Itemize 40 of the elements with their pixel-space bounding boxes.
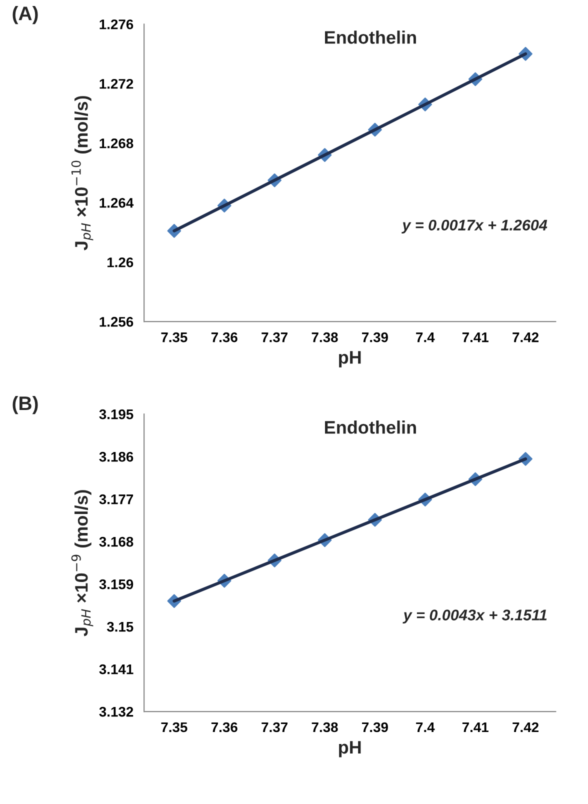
x-tick-label: 7.36	[211, 722, 238, 732]
y-tick-label: 1.256	[100, 316, 134, 327]
x-tick-label: 7.41	[462, 332, 488, 342]
x-axis-title: pH	[339, 351, 361, 368]
y-tick-label: 3.186	[99, 452, 134, 462]
y-tick-label: 3.177	[99, 494, 134, 504]
x-tick-label: 7.39	[362, 332, 388, 342]
y-tick-label: 1.26	[107, 257, 134, 268]
x-tick-label: 7.37	[262, 722, 288, 732]
y-tick-label: 1.276	[100, 19, 134, 30]
y-tick-label: 3.141	[99, 664, 134, 674]
x-tick-label: 7.41	[462, 722, 488, 732]
y-tick-label: 1.264	[100, 198, 134, 208]
chart-title: (A)	[12, 6, 38, 24]
x-tick-label: 7.35	[161, 722, 188, 732]
y-tick-label: 3.159	[99, 579, 134, 590]
annotation: Endothelin	[325, 420, 416, 434]
y-axis-title: J$_{pH}$ ×10$^{−10}$ (mol/s)	[71, 96, 94, 250]
chart-title: (B)	[12, 396, 38, 414]
x-tick-label: 7.37	[262, 332, 288, 342]
y-tick-label: 3.15	[106, 622, 134, 632]
y-tick-label: 3.195	[99, 409, 134, 420]
y-tick-label: 3.168	[99, 536, 134, 547]
y-tick-label: 3.132	[99, 706, 134, 717]
x-tick-label: 7.36	[211, 332, 238, 342]
x-tick-label: 7.38	[312, 332, 338, 342]
annotation: Endothelin	[325, 30, 416, 44]
x-tick-label: 7.4	[416, 332, 435, 342]
x-axis-title: pH	[339, 741, 361, 758]
y-axis-title: J$_{pH}$ ×10$^{−9}$ (mol/s)	[71, 490, 94, 636]
x-tick-label: 7.42	[512, 332, 539, 342]
x-tick-label: 7.38	[312, 722, 338, 732]
x-tick-label: 7.42	[512, 722, 539, 732]
x-tick-label: 7.39	[362, 722, 388, 732]
y-tick-label: 1.272	[100, 78, 134, 89]
annotation: y = 0.0043x + 3.1511	[402, 610, 547, 624]
x-tick-label: 7.35	[161, 332, 188, 342]
annotation: y = 0.0017x + 1.2604	[402, 220, 548, 234]
y-tick-label: 1.268	[100, 138, 134, 148]
x-tick-label: 7.4	[416, 722, 435, 732]
